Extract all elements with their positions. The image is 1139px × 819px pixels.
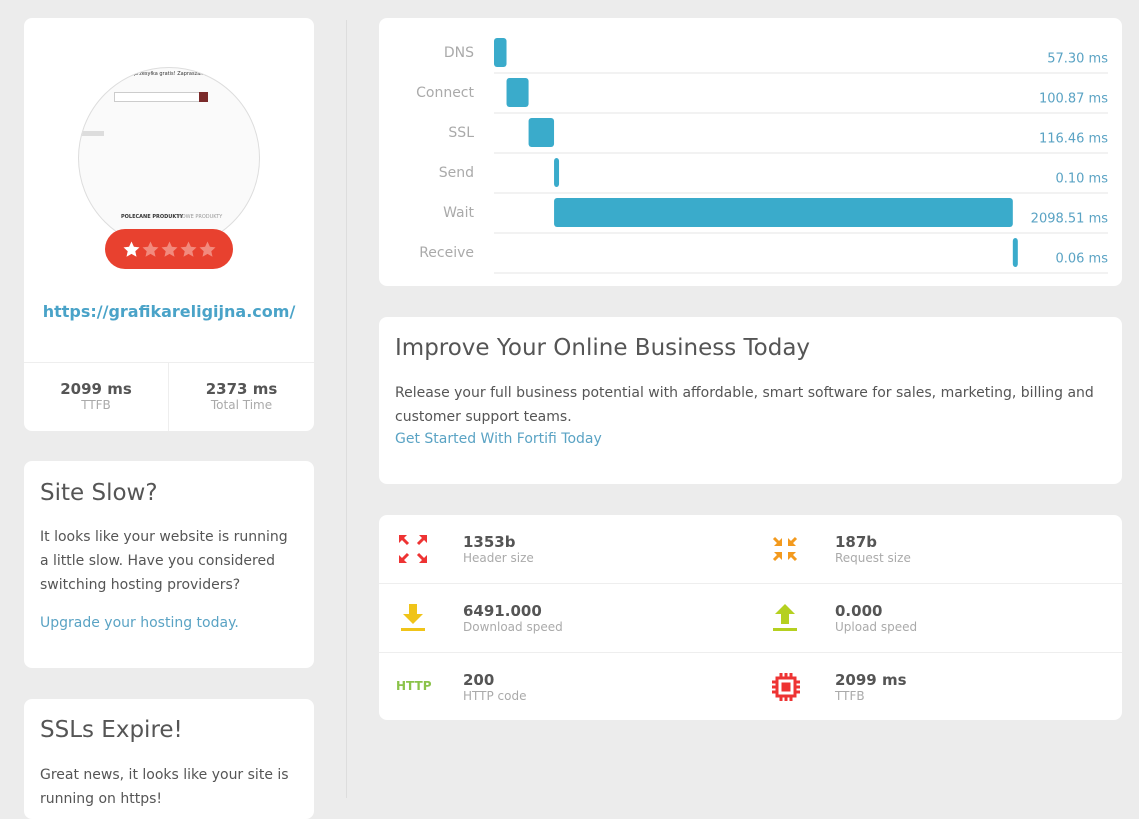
divider [346, 20, 347, 798]
timing-value: 0.06 ms [1055, 252, 1108, 267]
card-link[interactable]: Get Started With Fortifi Today [395, 431, 602, 447]
metric: 1353b Header size [463, 533, 534, 565]
card-link[interactable]: Upgrade your hosting today. [40, 615, 239, 631]
request-size-icon [772, 536, 798, 562]
star [142, 241, 158, 257]
metric: 2099 ms TTFB [835, 671, 907, 703]
star [199, 241, 215, 257]
page: {"site":{"thumbnail":{"banner":"przesyłk… [24, 18, 1122, 819]
timing-bar [506, 78, 529, 107]
metric-label: Header size [463, 551, 534, 565]
http-icon: HTTP [396, 679, 432, 693]
star [161, 241, 177, 257]
timing-label: SSL [448, 125, 474, 141]
thumb-button [199, 92, 208, 102]
separator [24, 362, 314, 363]
header-size-icon [398, 534, 428, 564]
download-icon [401, 604, 425, 631]
metric-value: 0.000 [835, 602, 883, 620]
metric-value: 6491.000 [463, 602, 542, 620]
card-title: Site Slow? [40, 480, 158, 506]
timing-bar [554, 158, 560, 187]
metric-label: HTTP code [463, 689, 527, 703]
promo-card: Improve Your Online Business Today Relea… [379, 317, 1122, 484]
timing-bar [1012, 238, 1018, 267]
site-card: przesyłka gratis! Zapraszamy POLECANE PR… [24, 18, 314, 431]
thumb-search [114, 92, 201, 102]
metrics-card: HTTP 1353b Header size 187b Request size 649… [379, 515, 1122, 720]
star [123, 241, 139, 257]
metric-value: 187b [835, 533, 878, 551]
metric-label: Request size [835, 551, 911, 565]
upload-icon [773, 604, 797, 631]
timing-value: 57.30 ms [1047, 52, 1108, 67]
timing-value: 116.46 ms [1039, 132, 1108, 147]
stat-label: TTFB [81, 398, 111, 412]
metric-label: TTFB [835, 689, 865, 703]
thumb-banner: przesyłka gratis! Zapraszamy [134, 71, 209, 77]
timing-label: Connect [416, 85, 474, 101]
timing-label: Send [439, 165, 474, 181]
stat-value: 2099 ms [60, 380, 132, 398]
ssl-card: SSLs Expire! Great news, it looks like y… [24, 699, 314, 819]
metric-label: Download speed [463, 620, 563, 634]
metric: 187b Request size [835, 533, 911, 565]
star [180, 241, 196, 257]
timing-value: 2098.51 ms [1031, 212, 1109, 227]
card-text: Great news, it looks like your site is r… [40, 767, 289, 807]
timing-bar [528, 118, 555, 147]
rating-badge [105, 229, 233, 269]
stat: 2099 ms TTFB [24, 380, 168, 412]
timing-label: Receive [419, 245, 474, 261]
metric-value: 1353b [463, 533, 516, 551]
site-slow-card: Site Slow? It looks like your website is… [24, 461, 314, 668]
thumb-block [79, 131, 104, 136]
metric: 0.000 Upload speed [835, 602, 917, 634]
thumb-tab: NOWE PRODUKTY [178, 214, 223, 220]
timing-card: DNS 57.30 ms Connect 100.87 ms SSL 116.46 ms S… [379, 18, 1122, 286]
metric-value: 200 [463, 671, 495, 689]
timing-bar [494, 38, 507, 67]
metric: 6491.000 Download speed [463, 602, 563, 634]
metric-value: 2099 ms [835, 671, 907, 689]
timing-label: Wait [443, 205, 474, 221]
separator [379, 652, 1122, 653]
card-text: Release your full business potential wit… [395, 385, 1094, 425]
card-title: SSLs Expire! [40, 717, 183, 743]
timing-value: 100.87 ms [1039, 92, 1108, 107]
stat: 2373 ms Total Time [169, 380, 314, 412]
thumb-tab: POLECANE PRODUKTY [121, 214, 184, 220]
timing-bar [554, 198, 1013, 227]
metric: 200 HTTP code [463, 671, 526, 703]
stat-value: 2373 ms [205, 380, 278, 398]
timing-value: 0.10 ms [1055, 172, 1108, 187]
ttfb-icon [772, 673, 800, 701]
thumbnail: przesyłka gratis! Zapraszamy POLECANE PR… [78, 67, 260, 249]
metric-label: Upload speed [835, 620, 918, 634]
site-url[interactable]: https://grafikareligijna.com/ [42, 302, 296, 321]
timing-label: DNS [444, 45, 474, 61]
card-text: It looks like your website is running a … [40, 529, 288, 593]
body: przesyłka gratis! Zapraszamy POLECANE PR… [24, 18, 1122, 819]
stat-label: Total Time [210, 398, 273, 412]
separator [379, 583, 1122, 584]
card-title: Improve Your Online Business Today [395, 335, 811, 361]
separator [168, 362, 169, 431]
timing-chart: DNS 57.30 ms Connect 100.87 ms SSL 116.46 ms S… [416, 38, 1109, 274]
